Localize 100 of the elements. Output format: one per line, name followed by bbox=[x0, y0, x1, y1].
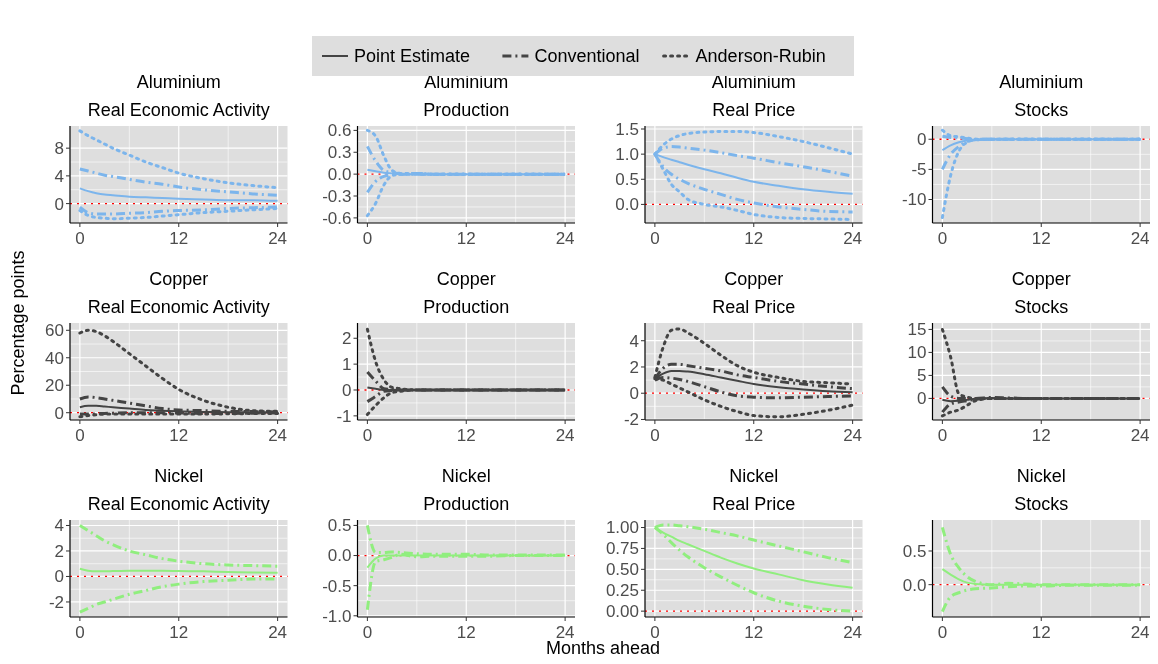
y-tick-label: -1.0 bbox=[322, 606, 352, 626]
x-tick-label: 12 bbox=[456, 229, 476, 248]
y-tick-label: 1 bbox=[342, 355, 352, 375]
y-tick-label: 0.0 bbox=[902, 575, 927, 595]
y-tick-label: 2 bbox=[54, 541, 64, 561]
y-tick-label: 0 bbox=[342, 380, 352, 400]
chart-title: Aluminium bbox=[999, 72, 1084, 92]
y-tick-label: -10 bbox=[901, 190, 927, 210]
y-tick-label: -1 bbox=[336, 406, 352, 426]
chart-subtitle: Real Price bbox=[712, 297, 796, 317]
chart-subtitle: Stocks bbox=[1014, 494, 1069, 514]
chart-title: Copper bbox=[149, 269, 209, 289]
y-tick-label: 0 bbox=[917, 389, 927, 409]
chart-subtitle: Production bbox=[423, 100, 510, 120]
y-tick-label: 0 bbox=[917, 130, 927, 150]
chart-subtitle: Real Price bbox=[712, 494, 796, 514]
chart-title: Copper bbox=[436, 269, 496, 289]
y-tick-label: 0 bbox=[54, 403, 64, 423]
x-tick-label: 12 bbox=[744, 229, 764, 248]
chart-subtitle: Real Economic Activity bbox=[87, 494, 270, 514]
y-tick-label: 0.3 bbox=[327, 143, 352, 163]
y-tick-label: 0.0 bbox=[327, 546, 352, 566]
chart-title: Copper bbox=[724, 269, 784, 289]
x-tick-label: 0 bbox=[937, 426, 948, 445]
x-tick-label: 0 bbox=[650, 426, 660, 445]
chart-title: Nickel bbox=[729, 466, 779, 486]
chart-subtitle: Production bbox=[423, 494, 510, 514]
x-tick-label: 24 bbox=[268, 426, 288, 445]
x-tick-label: 24 bbox=[1130, 229, 1150, 248]
chart-title: Aluminium bbox=[424, 72, 509, 92]
legend-label: Anderson-Rubin bbox=[695, 46, 826, 67]
x-tick-label: 12 bbox=[1031, 623, 1051, 642]
x-tick-label: 12 bbox=[1031, 426, 1051, 445]
y-tick-label: 1.00 bbox=[605, 518, 639, 538]
x-tick-label: 0 bbox=[75, 623, 85, 642]
x-tick-label: 0 bbox=[937, 623, 948, 642]
y-tick-label: 2 bbox=[629, 357, 639, 377]
x-tick-label: 12 bbox=[456, 426, 476, 445]
y-tick-label: 10 bbox=[907, 343, 927, 363]
y-tick-label: 0.0 bbox=[327, 165, 352, 185]
x-tick-label: 24 bbox=[843, 426, 863, 445]
x-tick-label: 24 bbox=[555, 229, 575, 248]
y-tick-label: 15 bbox=[907, 320, 927, 340]
x-tick-label: 12 bbox=[169, 623, 189, 642]
y-tick-label: 0.00 bbox=[605, 602, 639, 622]
y-tick-label: 40 bbox=[45, 348, 64, 368]
y-tick-label: 4 bbox=[54, 166, 64, 186]
y-tick-label: -2 bbox=[623, 410, 639, 430]
chart-title: Nickel bbox=[154, 466, 204, 486]
x-tick-label: 0 bbox=[362, 426, 373, 445]
y-tick-label: 0.6 bbox=[327, 121, 352, 141]
chart-subtitle: Stocks bbox=[1014, 100, 1069, 120]
x-tick-label: 12 bbox=[169, 229, 189, 248]
x-tick-label: 24 bbox=[1130, 426, 1150, 445]
y-tick-label: -5 bbox=[911, 160, 927, 180]
y-tick-label: -0.3 bbox=[322, 186, 352, 206]
legend-label: Point Estimate bbox=[354, 46, 471, 67]
y-tick-label: 0.5 bbox=[902, 541, 927, 561]
x-tick-label: 12 bbox=[744, 623, 764, 642]
x-tick-label: 0 bbox=[75, 229, 85, 248]
chart-subtitle: Real Economic Activity bbox=[87, 100, 270, 120]
x-tick-label: 24 bbox=[268, 229, 288, 248]
y-tick-label: -0.6 bbox=[322, 208, 352, 228]
y-tick-label: 4 bbox=[54, 516, 64, 536]
y-tick-label: 0.0 bbox=[615, 195, 639, 215]
x-tick-label: 24 bbox=[843, 229, 863, 248]
chart-title: Aluminium bbox=[711, 72, 796, 92]
y-tick-label: 0 bbox=[54, 194, 64, 214]
x-tick-label: 24 bbox=[555, 426, 575, 445]
y-tick-label: 2 bbox=[342, 329, 352, 349]
chart-title: Nickel bbox=[1016, 466, 1066, 486]
chart-subtitle: Production bbox=[423, 297, 510, 317]
x-tick-label: 12 bbox=[169, 426, 189, 445]
y-tick-label: 0.50 bbox=[605, 560, 639, 580]
chart-title: Copper bbox=[1011, 269, 1071, 289]
legend-label: Conventional bbox=[534, 46, 640, 67]
x-tick-label: 0 bbox=[650, 229, 660, 248]
y-tick-label: 0 bbox=[54, 567, 64, 587]
y-tick-label: 1.5 bbox=[615, 119, 639, 139]
y-tick-label: 20 bbox=[45, 376, 64, 396]
y-tick-label: 0.5 bbox=[615, 170, 639, 190]
x-tick-label: 12 bbox=[1031, 229, 1051, 248]
y-tick-label: 0.5 bbox=[327, 516, 352, 536]
y-tick-label: 4 bbox=[629, 331, 639, 351]
x-tick-label: 0 bbox=[362, 229, 373, 248]
y-tick-label: -2 bbox=[48, 592, 64, 612]
chart-subtitle: Stocks bbox=[1014, 297, 1069, 317]
y-tick-label: 0.75 bbox=[605, 539, 639, 559]
x-tick-label: 0 bbox=[362, 623, 373, 642]
y-tick-label: 0.25 bbox=[605, 581, 639, 601]
chart-title: Nickel bbox=[441, 466, 491, 486]
x-tick-label: 0 bbox=[937, 229, 948, 248]
y-tick-label: -0.5 bbox=[322, 576, 352, 596]
y-tick-label: 1.0 bbox=[615, 145, 639, 165]
y-tick-label: 0 bbox=[629, 384, 639, 404]
chart-subtitle: Real Economic Activity bbox=[87, 297, 270, 317]
chart-subtitle: Real Price bbox=[712, 100, 796, 120]
chart-title: Aluminium bbox=[136, 72, 221, 92]
y-tick-label: 60 bbox=[45, 321, 64, 341]
x-tick-label: 0 bbox=[75, 426, 85, 445]
